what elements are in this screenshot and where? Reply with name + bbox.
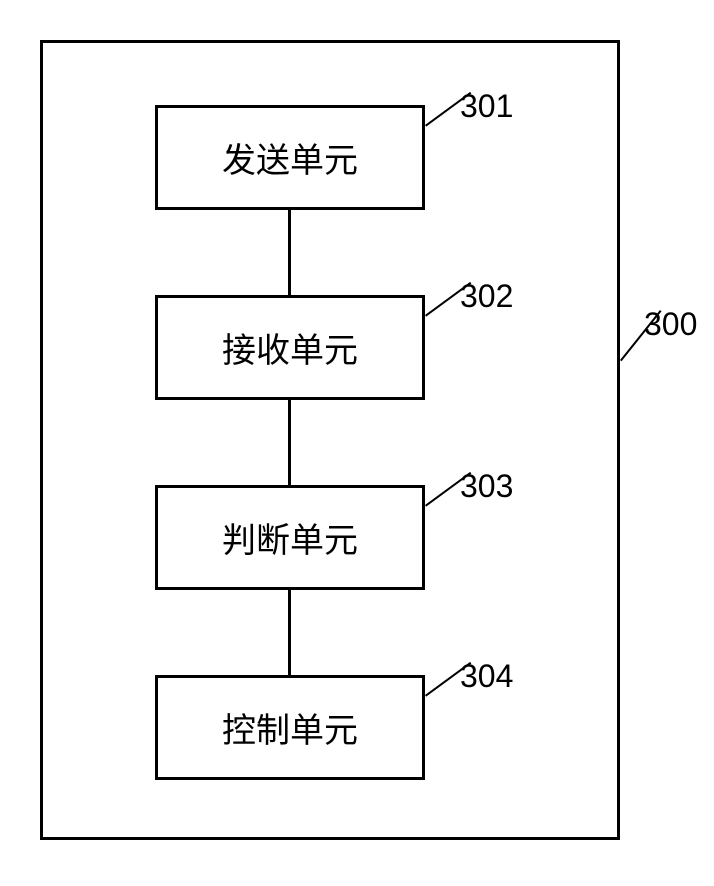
node-label: 控制单元 (222, 703, 358, 752)
node-send-unit: 发送单元 (155, 105, 425, 210)
node-label: 接收单元 (222, 323, 358, 372)
edge-2-3 (288, 400, 291, 485)
ref-label-300: 300 (644, 306, 697, 343)
node-label: 发送单元 (222, 133, 358, 182)
node-judge-unit: 判断单元 (155, 485, 425, 590)
edge-3-4 (288, 590, 291, 675)
node-receive-unit: 接收单元 (155, 295, 425, 400)
node-control-unit: 控制单元 (155, 675, 425, 780)
node-label: 判断单元 (222, 513, 358, 562)
edge-1-2 (288, 210, 291, 295)
